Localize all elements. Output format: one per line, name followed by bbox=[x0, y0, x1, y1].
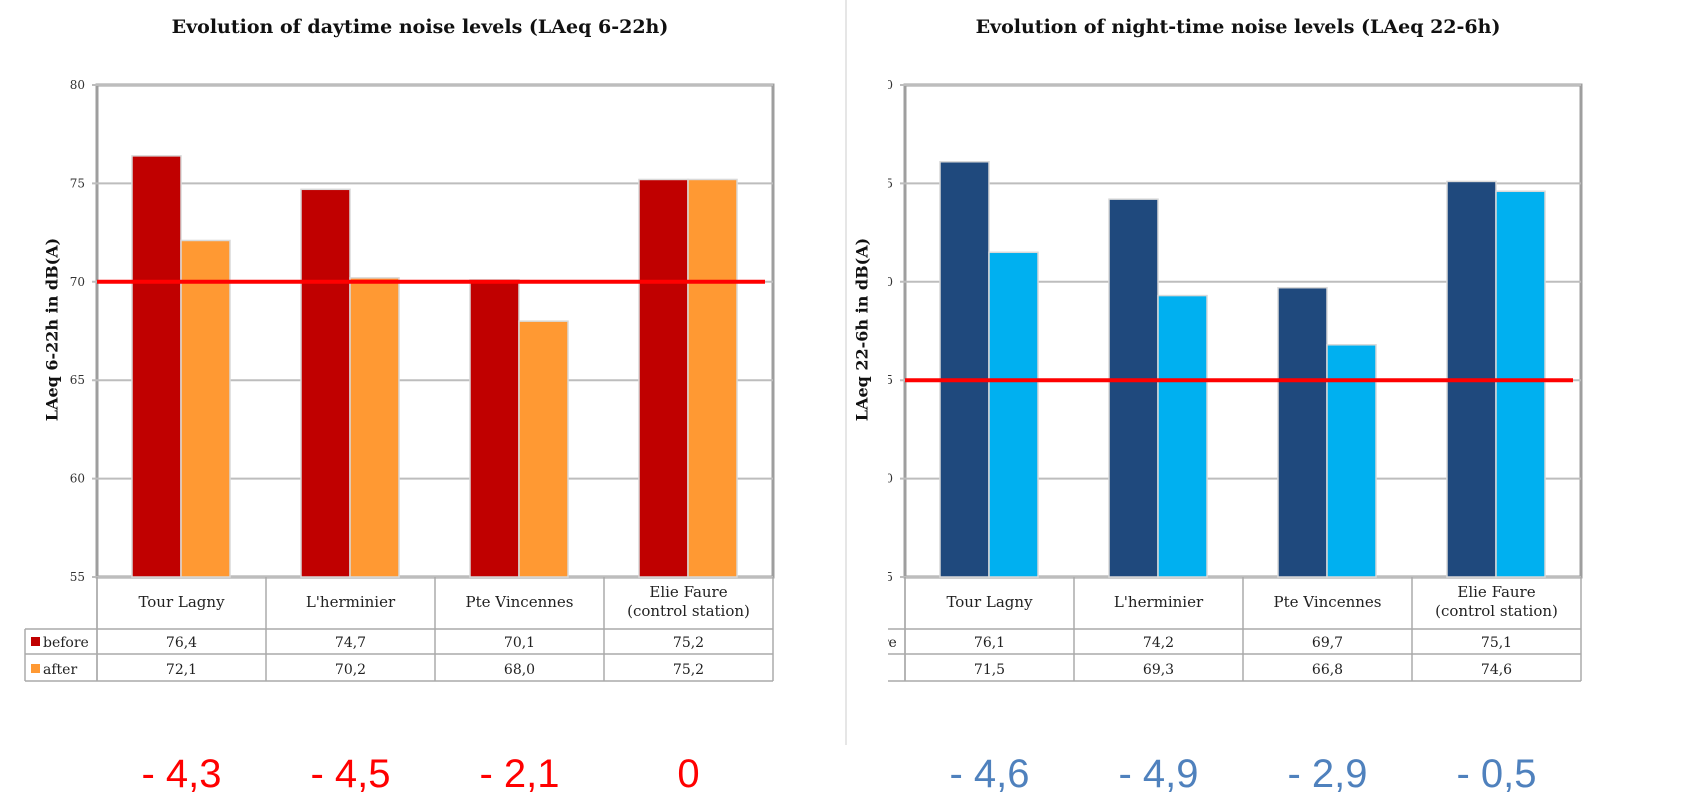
category-label: (control station) bbox=[1435, 602, 1558, 620]
bar-before bbox=[939, 161, 990, 578]
data-value-label: 74,7 bbox=[335, 635, 366, 651]
data-value-label: 75,1 bbox=[1481, 635, 1512, 651]
category-label: L'herminier bbox=[1114, 593, 1204, 611]
chart-title: Evolution of daytime noise levels (LAeq … bbox=[171, 16, 669, 38]
y-tick-label: 60 bbox=[888, 472, 893, 486]
panel-divider bbox=[845, 0, 847, 745]
category-label: Tour Lagny bbox=[138, 593, 225, 611]
chart-title: Evolution of night-time noise levels (LA… bbox=[975, 16, 1501, 38]
bar-before bbox=[1277, 286, 1328, 578]
category-label: Tour Lagny bbox=[946, 593, 1033, 611]
night-chart-panel: Evolution of night-time noise levels (LA… bbox=[832, 0, 1699, 799]
data-value-label: 75,2 bbox=[673, 635, 704, 651]
day-differences: - 4,3 - 4,5 - 2,1 0 bbox=[0, 752, 850, 798]
difference-value: - 4,3 bbox=[141, 752, 222, 796]
y-tick-label: 65 bbox=[70, 373, 85, 387]
bar-before bbox=[131, 155, 182, 578]
day-chart-panel: Evolution of daytime noise levels (LAeq … bbox=[0, 16, 850, 798]
data-value-label: 75,2 bbox=[673, 662, 704, 678]
category-label: Elie Faure bbox=[649, 583, 727, 601]
bar-after bbox=[988, 251, 1039, 578]
category-label: (control station) bbox=[627, 602, 750, 620]
y-axis-label: LAeq 22-6h in dB(A) bbox=[852, 237, 872, 422]
data-value-label: 72,1 bbox=[166, 662, 197, 678]
data-value-label: 74,2 bbox=[1143, 635, 1174, 651]
bar-after bbox=[518, 320, 569, 578]
y-tick-label: 55 bbox=[70, 570, 85, 584]
y-tick-label: 70 bbox=[888, 275, 893, 289]
difference-value: - 2,1 bbox=[479, 752, 560, 796]
bar-before bbox=[469, 279, 520, 578]
y-tick-label: 75 bbox=[888, 176, 893, 190]
bar-after bbox=[180, 239, 231, 578]
data-value-label: 70,2 bbox=[335, 662, 366, 678]
data-value-label: 70,1 bbox=[504, 635, 535, 651]
y-tick-label: 55 bbox=[888, 570, 893, 584]
difference-value: - 2,9 bbox=[1287, 752, 1368, 796]
bar-after bbox=[349, 277, 400, 578]
legend-label: after bbox=[43, 662, 77, 678]
difference-value: - 4,6 bbox=[949, 752, 1030, 796]
data-value-label: 74,6 bbox=[1481, 662, 1512, 678]
y-tick-label: 60 bbox=[70, 472, 85, 486]
data-value-label: 68,0 bbox=[504, 662, 535, 678]
y-axis-label: LAeq 6-22h in dB(A) bbox=[42, 237, 62, 422]
bar-after bbox=[1157, 294, 1208, 578]
y-tick-label: 70 bbox=[70, 275, 85, 289]
day-bar-chart: 55 60 65 70 75 80 Tour Lagny L'herminier Pte Vin… bbox=[24, 78, 775, 682]
data-value-label: 71,5 bbox=[974, 662, 1005, 678]
data-value-label: 76,4 bbox=[166, 635, 197, 651]
bar-after bbox=[687, 178, 738, 578]
difference-value: 0 bbox=[677, 752, 700, 796]
category-label: Pte Vincennes bbox=[466, 593, 574, 611]
data-value-label: 69,3 bbox=[1143, 662, 1174, 678]
bar-before bbox=[638, 178, 689, 578]
bar-before bbox=[1108, 198, 1159, 578]
legend-label: before bbox=[888, 635, 897, 651]
data-value-label: 69,7 bbox=[1312, 635, 1343, 651]
y-tick-label: 75 bbox=[70, 176, 85, 190]
bar-before bbox=[300, 188, 351, 578]
category-label: Pte Vincennes bbox=[1274, 593, 1382, 611]
bar-after bbox=[1326, 344, 1377, 578]
legend-swatch-after bbox=[31, 664, 40, 673]
data-value-label: 76,1 bbox=[974, 635, 1005, 651]
legend-swatch-before bbox=[31, 637, 40, 646]
difference-value: - 4,5 bbox=[310, 752, 391, 796]
y-tick-label: 80 bbox=[888, 78, 893, 92]
difference-value: - 4,9 bbox=[1118, 752, 1199, 796]
night-bar-chart: 55 60 65 70 75 80 Tour Lagny L'herminier Pte Vin… bbox=[832, 78, 1583, 682]
category-label: Elie Faure bbox=[1457, 583, 1535, 601]
legend-label: before bbox=[43, 635, 89, 651]
night-differences: - 4,6 - 4,9 - 2,9 - 0,5 bbox=[888, 752, 1699, 798]
y-tick-label: 65 bbox=[888, 373, 893, 387]
category-label: L'herminier bbox=[306, 593, 396, 611]
difference-value: - 0,5 bbox=[1456, 752, 1537, 796]
y-tick-label: 80 bbox=[70, 78, 85, 92]
data-value-label: 66,8 bbox=[1312, 662, 1343, 678]
bar-after bbox=[1495, 190, 1546, 578]
